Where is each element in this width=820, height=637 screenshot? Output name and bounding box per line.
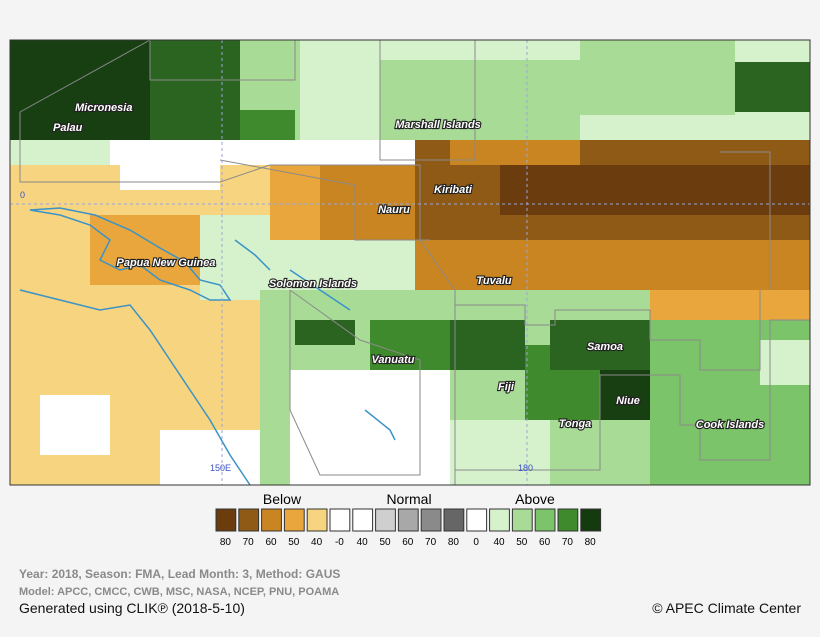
footer-info: Year: 2018, Season: FMA, Lead Month: 3, … xyxy=(19,567,340,581)
legend-label: 0 xyxy=(473,537,479,548)
field xyxy=(735,62,810,112)
coastline xyxy=(29,207,232,301)
legend-swatch xyxy=(283,508,305,532)
field xyxy=(760,340,810,385)
region-label: Tonga xyxy=(559,418,592,430)
footer-models: Model: APCC, CMCC, CWB, MSC, NASA, NCEP,… xyxy=(19,586,339,598)
region-label: Fiji xyxy=(498,381,515,393)
legend-label: 80 xyxy=(220,537,232,548)
legend-swatch xyxy=(489,508,510,532)
boundaries xyxy=(19,39,810,485)
legend-label: 70 xyxy=(243,537,255,548)
region-label: Tuvalu xyxy=(476,275,512,287)
coastline xyxy=(19,289,251,486)
map-frame xyxy=(9,39,811,486)
legend-label: 70 xyxy=(562,537,574,548)
grid-label: 0 xyxy=(20,190,25,200)
legend-swatch xyxy=(352,508,374,532)
field xyxy=(450,420,550,485)
coastline xyxy=(234,239,396,441)
field xyxy=(380,60,580,140)
map: 0 150E 180 Micronesia Palau Marshall Isl… xyxy=(9,39,811,486)
legend-swatch xyxy=(215,508,237,532)
legend-label: 80 xyxy=(448,537,460,548)
field xyxy=(450,140,580,165)
legend-swatch xyxy=(534,508,556,532)
field xyxy=(415,240,810,290)
legend-label: 50 xyxy=(379,537,391,548)
boundary xyxy=(455,290,761,371)
field xyxy=(295,320,355,345)
field xyxy=(90,215,200,285)
legend-swatch xyxy=(580,508,602,532)
legend-swatch xyxy=(397,508,419,532)
boundary xyxy=(289,289,421,476)
legend-label: 50 xyxy=(516,537,528,548)
field xyxy=(450,320,525,370)
legend-label: 40 xyxy=(357,537,369,548)
field xyxy=(240,110,295,140)
legend-swatch xyxy=(557,508,579,532)
field xyxy=(320,165,415,240)
region-label: Papua New Guinea xyxy=(116,257,215,269)
legend-label: 80 xyxy=(585,537,597,548)
legend-label: 60 xyxy=(265,537,277,548)
field xyxy=(500,165,810,215)
legend-swatch xyxy=(238,508,260,532)
legend-group: Normal xyxy=(386,491,431,507)
region-label-part: Marshall Islands xyxy=(395,119,481,131)
legend-swatch xyxy=(306,508,328,532)
grid-lines xyxy=(10,40,810,485)
legend-label: -0 xyxy=(335,537,344,548)
legend-label: 70 xyxy=(425,537,437,548)
boundary xyxy=(19,39,151,113)
legend-swatch xyxy=(375,508,396,532)
field xyxy=(580,40,735,115)
legend-swatch xyxy=(261,508,282,532)
region-label: Vanuatu xyxy=(372,354,415,366)
legend-swatch xyxy=(443,508,465,532)
legend-label: 40 xyxy=(493,537,505,548)
field xyxy=(10,40,150,140)
boundary xyxy=(149,40,296,81)
field xyxy=(40,395,110,455)
legend-swatch xyxy=(420,508,442,532)
legend-label: 60 xyxy=(402,537,414,548)
coastlines xyxy=(19,207,396,486)
region-label: Palau xyxy=(53,122,83,134)
field xyxy=(550,320,650,370)
field xyxy=(650,290,810,320)
field xyxy=(10,140,110,165)
legend-group: Above xyxy=(515,491,555,507)
legend-label: 50 xyxy=(288,537,300,548)
field xyxy=(290,240,415,290)
legend-swatch xyxy=(511,508,533,532)
field xyxy=(120,165,220,190)
boundary xyxy=(379,40,476,161)
legend: Below Normal Above 80 70 60 50 40 -0 40 50 60 70 8… xyxy=(215,491,602,548)
boundary xyxy=(455,319,810,471)
region-label: Marshall Islands xyxy=(395,119,481,131)
legend-label: 40 xyxy=(311,537,323,548)
grid-label: 180 xyxy=(518,463,533,473)
legend-swatch xyxy=(466,508,488,532)
region-label: Niue xyxy=(616,395,640,407)
region-label: Cook Islands xyxy=(696,419,764,431)
boundary xyxy=(219,159,430,241)
legend-group: Below xyxy=(263,491,302,507)
boundary xyxy=(19,112,456,485)
region-label: Solomon Islands xyxy=(269,278,357,290)
legend-label: 60 xyxy=(539,537,551,548)
region-label: Kiribati xyxy=(434,184,473,196)
region-label: Nauru xyxy=(378,204,410,216)
region-label: Samoa xyxy=(587,341,623,353)
field xyxy=(290,370,450,485)
boundary xyxy=(720,151,771,290)
region-label: Micronesia xyxy=(75,102,132,114)
footer-generated: Generated using CLIK℗ (2018-5-10) xyxy=(19,600,245,616)
footer-credit: © APEC Climate Center xyxy=(652,600,801,616)
grid-label: 150E xyxy=(210,463,231,473)
legend-swatch xyxy=(329,508,351,532)
